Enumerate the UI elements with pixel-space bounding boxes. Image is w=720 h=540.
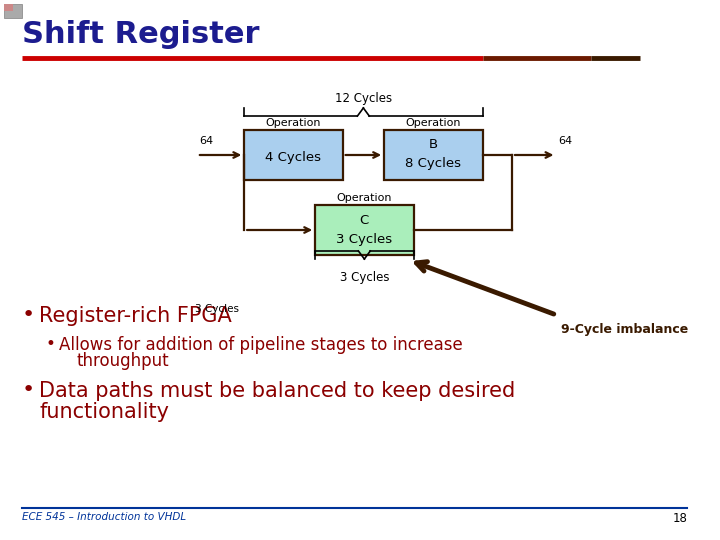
Text: 3 Cycles: 3 Cycles [336,233,392,246]
FancyBboxPatch shape [244,130,343,180]
Text: Allows for addition of pipeline stages to increase: Allows for addition of pipeline stages t… [59,336,463,354]
Text: Operation: Operation [266,118,321,128]
Text: 64: 64 [199,136,213,146]
Text: •: • [22,305,35,325]
Bar [4,4,22,18]
Text: Shift Register: Shift Register [22,20,259,49]
Text: B: B [428,138,438,152]
Text: 18: 18 [672,512,688,525]
FancyBboxPatch shape [384,130,482,180]
Text: 3 Cycles: 3 Cycles [340,271,389,284]
Text: •: • [22,380,35,400]
Text: Operation: Operation [336,193,392,203]
Text: functionality: functionality [40,402,169,422]
Text: 9-Cycle imbalance: 9-Cycle imbalance [562,323,688,336]
Text: 3 Cycles: 3 Cycles [195,304,239,314]
Text: throughput: throughput [77,352,169,370]
Text: Operation: Operation [405,118,461,128]
Text: C: C [360,213,369,226]
Text: ECE 545 – Introduction to VHDL: ECE 545 – Introduction to VHDL [22,512,186,522]
Text: 8 Cycles: 8 Cycles [405,158,462,171]
Text: Data paths must be balanced to keep desired: Data paths must be balanced to keep desi… [40,381,516,401]
Text: 64: 64 [558,136,572,146]
Text: Register-rich FPGA: Register-rich FPGA [40,306,232,326]
Text: •: • [45,335,55,353]
Bar [4,4,13,11]
Text: 4 Cycles: 4 Cycles [266,151,321,164]
FancyBboxPatch shape [315,205,413,255]
Text: 12 Cycles: 12 Cycles [335,92,392,105]
